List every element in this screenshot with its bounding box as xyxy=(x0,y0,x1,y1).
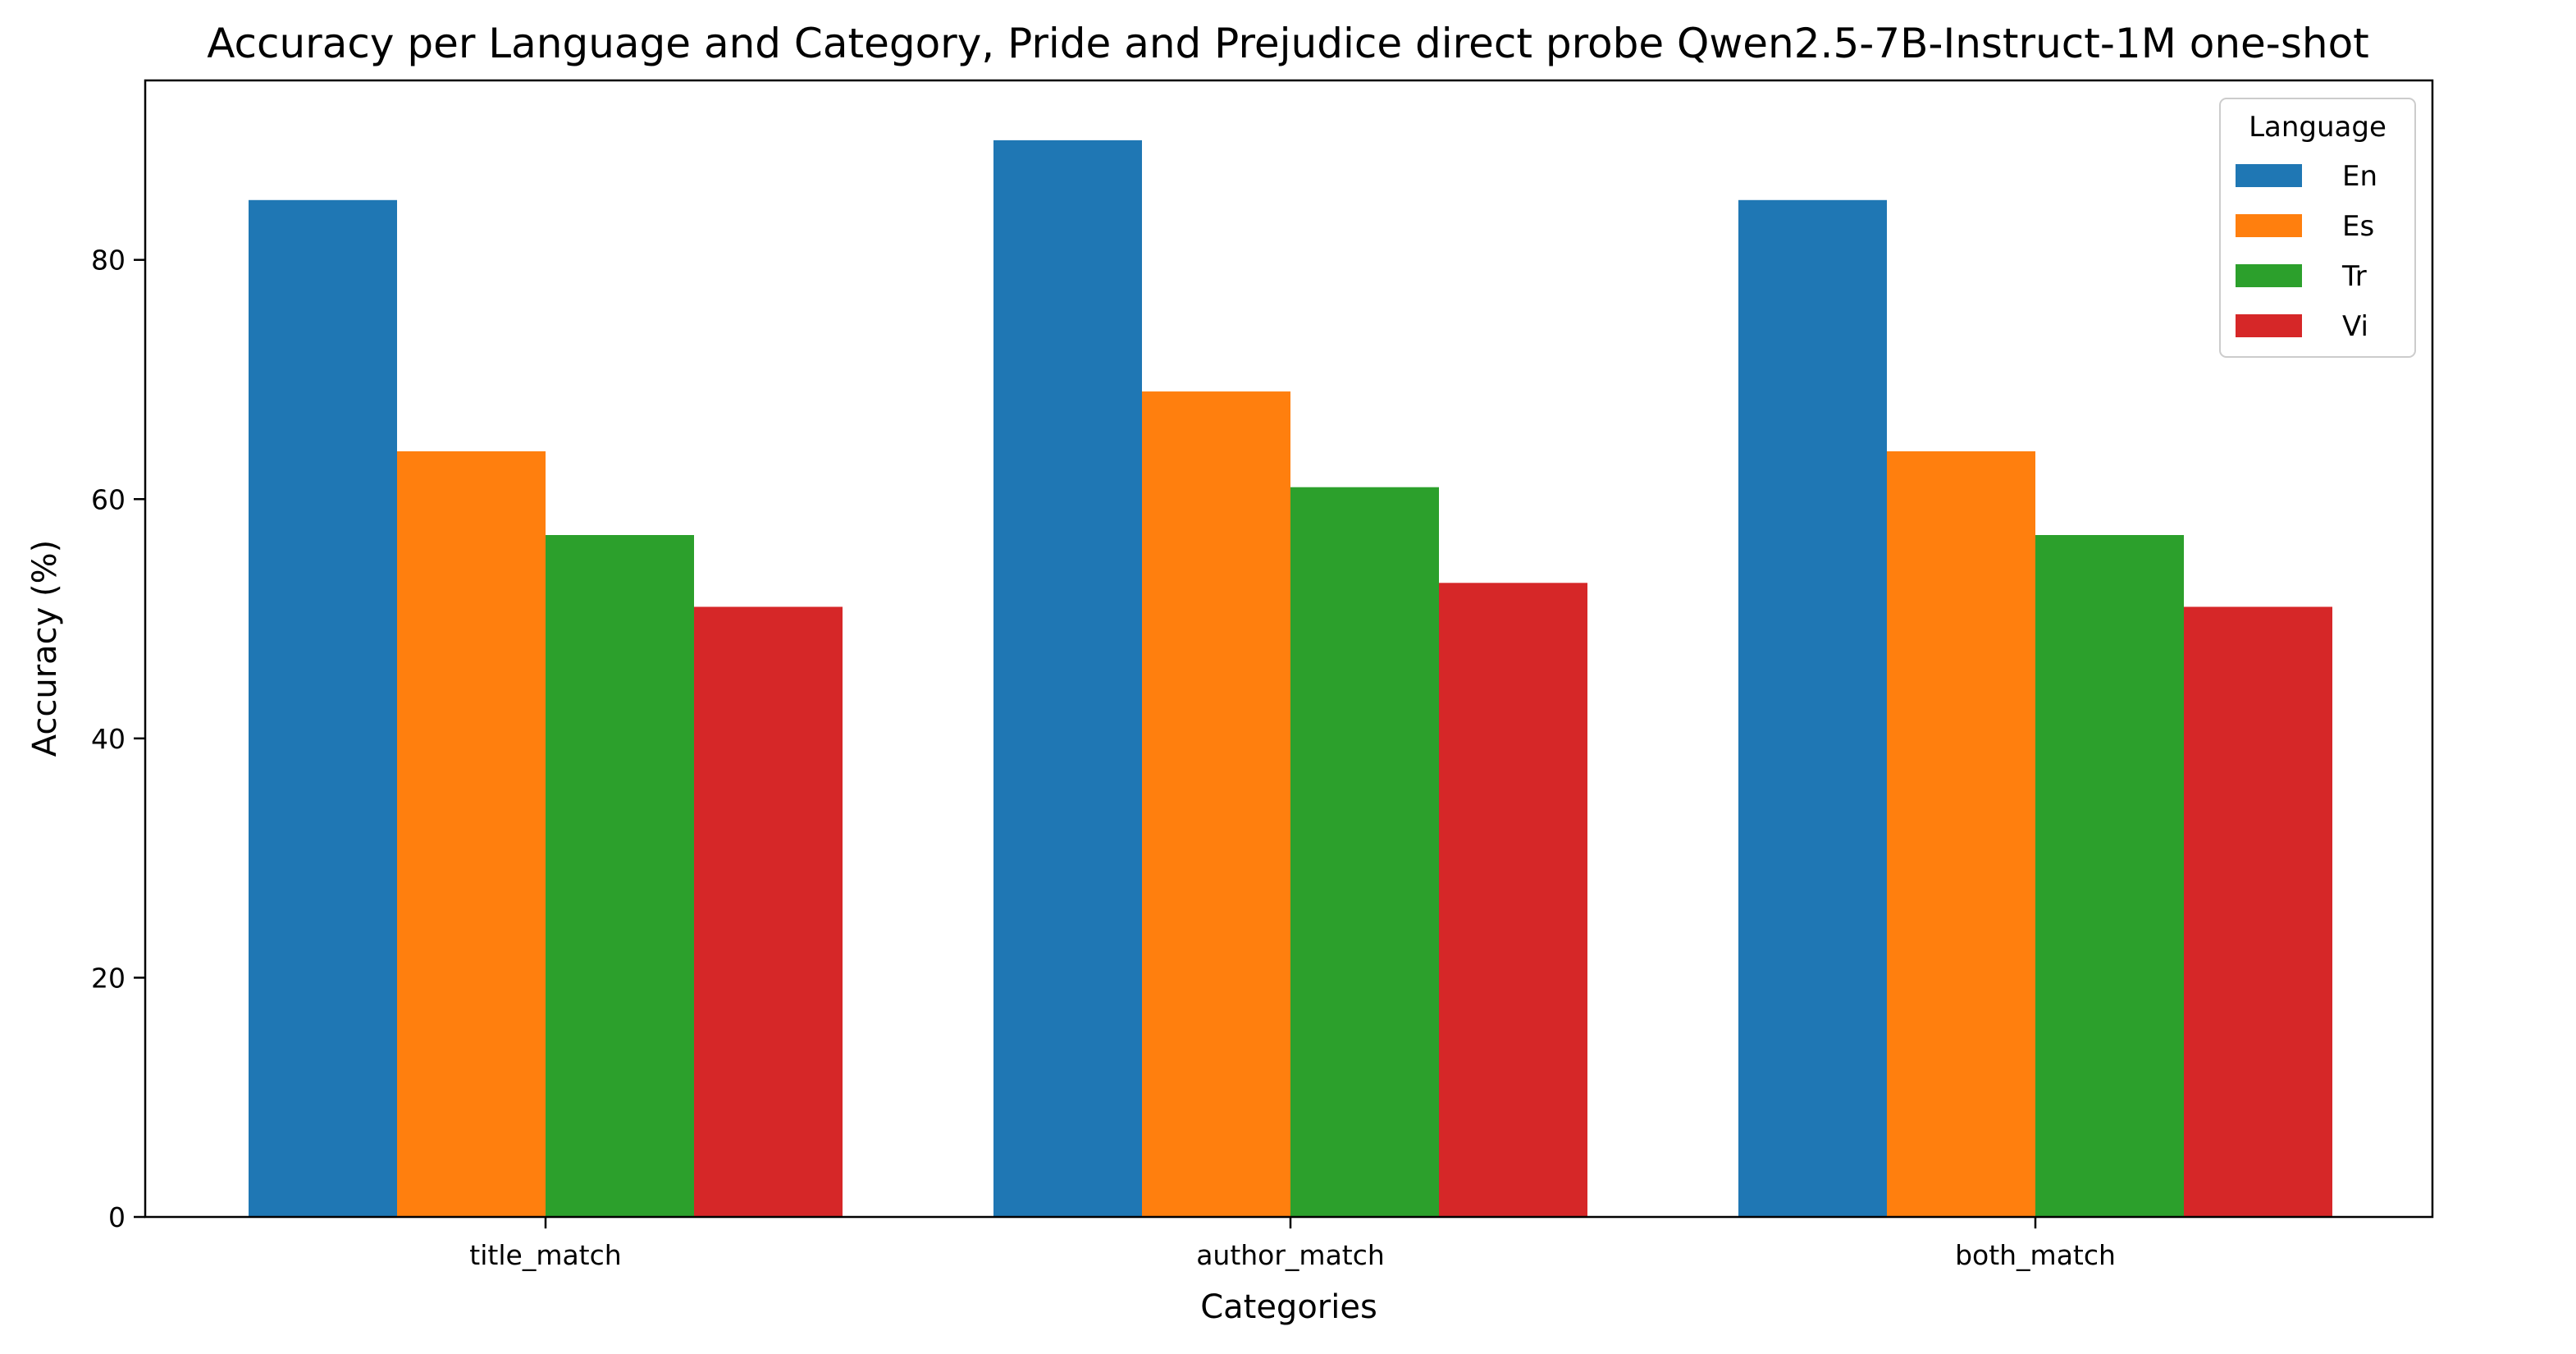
bar-en-both-match xyxy=(1738,199,1887,1218)
bar-es-title-match xyxy=(397,451,546,1217)
bar-vi-both-match xyxy=(2184,606,2332,1217)
legend-label-tr: Tr xyxy=(2341,260,2367,293)
legend-swatch-tr xyxy=(2236,264,2302,287)
bar-en-author-match xyxy=(993,140,1142,1217)
plot-frame xyxy=(144,79,2434,1219)
ticks-layer: title_match author_match both_match 0 20 40 60… xyxy=(91,245,2116,1271)
legend-items: En Es Tr Vi xyxy=(2236,160,2377,343)
bar-vi-author-match xyxy=(1439,583,1587,1217)
bar-es-both-match xyxy=(1887,451,2035,1217)
y-tick-label: 60 xyxy=(91,483,126,515)
x-tick-label: author_match xyxy=(1196,1239,1385,1271)
bar-tr-title-match xyxy=(546,535,694,1217)
y-tick-label: 20 xyxy=(91,962,126,994)
legend-title: Language xyxy=(2249,111,2386,144)
legend-swatch-es xyxy=(2236,214,2302,237)
bar-vi-title-match xyxy=(694,606,843,1217)
legend-swatch-en xyxy=(2236,164,2302,187)
legend: Language En Es Tr Vi xyxy=(2219,98,2416,358)
x-tick-label: title_match xyxy=(469,1239,621,1271)
x-tick-label: both_match xyxy=(1955,1239,2116,1271)
y-tick-label: 40 xyxy=(91,723,126,755)
bar-tr-author-match xyxy=(1290,487,1439,1217)
bars-layer xyxy=(249,140,2332,1218)
y-tick-label: 80 xyxy=(91,245,126,277)
legend-label-es: Es xyxy=(2342,210,2374,243)
legend-label-en: En xyxy=(2342,160,2377,193)
x-axis-label: Categories xyxy=(1200,1288,1377,1326)
y-axis-label: Accuracy (%) xyxy=(26,540,64,757)
legend-box xyxy=(2219,98,2416,358)
chart-title: Accuracy per Language and Category, Prid… xyxy=(207,20,2369,67)
y-tick-label: 0 xyxy=(108,1201,126,1233)
bar-es-author-match xyxy=(1142,391,1290,1218)
legend-swatch-vi xyxy=(2236,314,2302,337)
bar-en-title-match xyxy=(249,199,397,1218)
bar-tr-both-match xyxy=(2035,535,2184,1217)
legend-label-vi: Vi xyxy=(2342,310,2368,343)
